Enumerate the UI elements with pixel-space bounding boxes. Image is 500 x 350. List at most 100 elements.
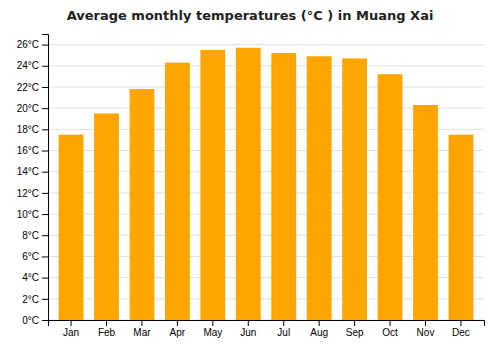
y-tick-label: 6°C xyxy=(22,251,39,262)
x-tick-mark xyxy=(177,320,178,326)
y-tick-label: 26°C xyxy=(17,39,39,50)
x-tick-mark xyxy=(354,320,355,326)
y-tick: 8°C xyxy=(22,230,48,241)
x-axis-line xyxy=(49,321,485,327)
x-tick: Aug xyxy=(310,320,328,338)
x-tick-mark xyxy=(425,320,426,326)
x-tick-label: Feb xyxy=(98,327,116,338)
y-tick-mark xyxy=(42,151,48,152)
x-tick: Sep xyxy=(346,320,364,338)
bar xyxy=(307,56,332,320)
y-axis: 0°C 2°C 4°C 6°C 8°C 10°C 12°C 14°C 16°C 18°C 20°C 2… xyxy=(17,35,49,326)
y-tick: 14°C xyxy=(17,166,48,177)
x-tick-label: Oct xyxy=(382,327,398,338)
grid-line xyxy=(48,86,484,87)
y-tick-mark xyxy=(42,214,48,215)
y-tick: 18°C xyxy=(17,124,48,135)
y-tick-mark xyxy=(42,108,48,109)
x-tick-label: Aug xyxy=(310,327,328,338)
y-tick-mark xyxy=(42,299,48,300)
grid-line xyxy=(48,65,484,66)
x-tick-label: Jan xyxy=(63,327,79,338)
x-tick-label: Dec xyxy=(452,327,470,338)
y-tick: 6°C xyxy=(22,251,48,262)
x-tick: Oct xyxy=(382,320,398,338)
bar xyxy=(236,48,261,320)
x-tick-label: Mar xyxy=(133,327,151,338)
chart: Average monthly temperatures (°C ) in Mu… xyxy=(0,0,500,350)
y-tick: 26°C xyxy=(17,39,48,50)
x-tick: Apr xyxy=(170,320,186,338)
bar xyxy=(449,135,474,320)
x-tick: Nov xyxy=(417,320,435,338)
x-tick-mark xyxy=(212,320,213,326)
x-tick-mark xyxy=(390,320,391,326)
bar xyxy=(378,74,403,320)
x-tick-mark xyxy=(319,320,320,326)
y-tick-mark xyxy=(42,66,48,67)
bar xyxy=(130,89,155,320)
y-tick: 4°C xyxy=(22,272,48,283)
y-tick-mark xyxy=(42,87,48,88)
y-tick-mark xyxy=(42,320,48,321)
x-tick: Jun xyxy=(240,320,256,338)
y-tick-label: 18°C xyxy=(17,124,39,135)
y-tick-label: 22°C xyxy=(17,82,39,93)
x-tick-label: Sep xyxy=(346,327,364,338)
x-tick-mark xyxy=(460,320,461,326)
y-tick: 10°C xyxy=(17,209,48,220)
x-tick: Feb xyxy=(98,320,116,338)
y-tick: 2°C xyxy=(22,294,48,305)
x-tick: Dec xyxy=(452,320,470,338)
y-tick-mark xyxy=(42,45,48,46)
y-tick-label: 2°C xyxy=(22,294,39,305)
title: Average monthly temperatures (°C ) in Mu… xyxy=(67,8,434,23)
x-tick-label: Nov xyxy=(417,327,435,338)
y-tick: 24°C xyxy=(17,60,48,71)
plot: 0°C 2°C 4°C 6°C 8°C 10°C 12°C 14°C 16°C 18°C 20°C 2… xyxy=(17,35,485,339)
y-tick-label: 20°C xyxy=(17,103,39,114)
x-tick-label: May xyxy=(203,327,222,338)
y-axis-line xyxy=(42,35,49,321)
y-tick-label: 12°C xyxy=(17,188,39,199)
y-tick: 16°C xyxy=(17,145,48,156)
y-tick-label: 0°C xyxy=(22,315,39,326)
x-tick-mark xyxy=(71,320,72,326)
y-tick-mark xyxy=(42,193,48,194)
x-tick: May xyxy=(203,320,222,338)
x-tick-label: Jul xyxy=(277,327,290,338)
x-tick-mark xyxy=(283,320,284,326)
y-tick-label: 14°C xyxy=(17,166,39,177)
bar xyxy=(342,58,367,320)
x-tick-mark xyxy=(141,320,142,326)
bar xyxy=(59,135,84,320)
bar xyxy=(94,113,119,320)
x-tick: Jul xyxy=(277,320,290,338)
bar xyxy=(271,53,296,320)
y-tick-mark xyxy=(42,278,48,279)
y-tick-mark xyxy=(42,235,48,236)
y-tick-label: 24°C xyxy=(17,60,39,71)
bar xyxy=(165,63,190,320)
bars xyxy=(59,48,474,320)
x-tick-mark xyxy=(106,320,107,326)
y-tick: 22°C xyxy=(17,82,48,93)
y-tick: 20°C xyxy=(17,103,48,114)
x-tick: Mar xyxy=(133,320,151,338)
y-tick-label: 4°C xyxy=(22,272,39,283)
y-tick-label: 8°C xyxy=(22,230,39,241)
bar xyxy=(200,50,225,320)
x-tick-label: Jun xyxy=(240,327,256,338)
y-tick-label: 16°C xyxy=(17,145,39,156)
grid-line xyxy=(48,44,484,45)
y-tick-mark xyxy=(42,172,48,173)
y-tick: 12°C xyxy=(17,188,48,199)
y-tick-label: 10°C xyxy=(17,209,39,220)
y-tick-mark xyxy=(42,256,48,257)
x-tick: Jan xyxy=(63,320,79,338)
x-tick-label: Apr xyxy=(170,327,186,338)
y-tick: 0°C xyxy=(22,315,48,326)
x-tick-mark xyxy=(248,320,249,326)
bar xyxy=(413,105,438,320)
grid xyxy=(48,45,484,320)
